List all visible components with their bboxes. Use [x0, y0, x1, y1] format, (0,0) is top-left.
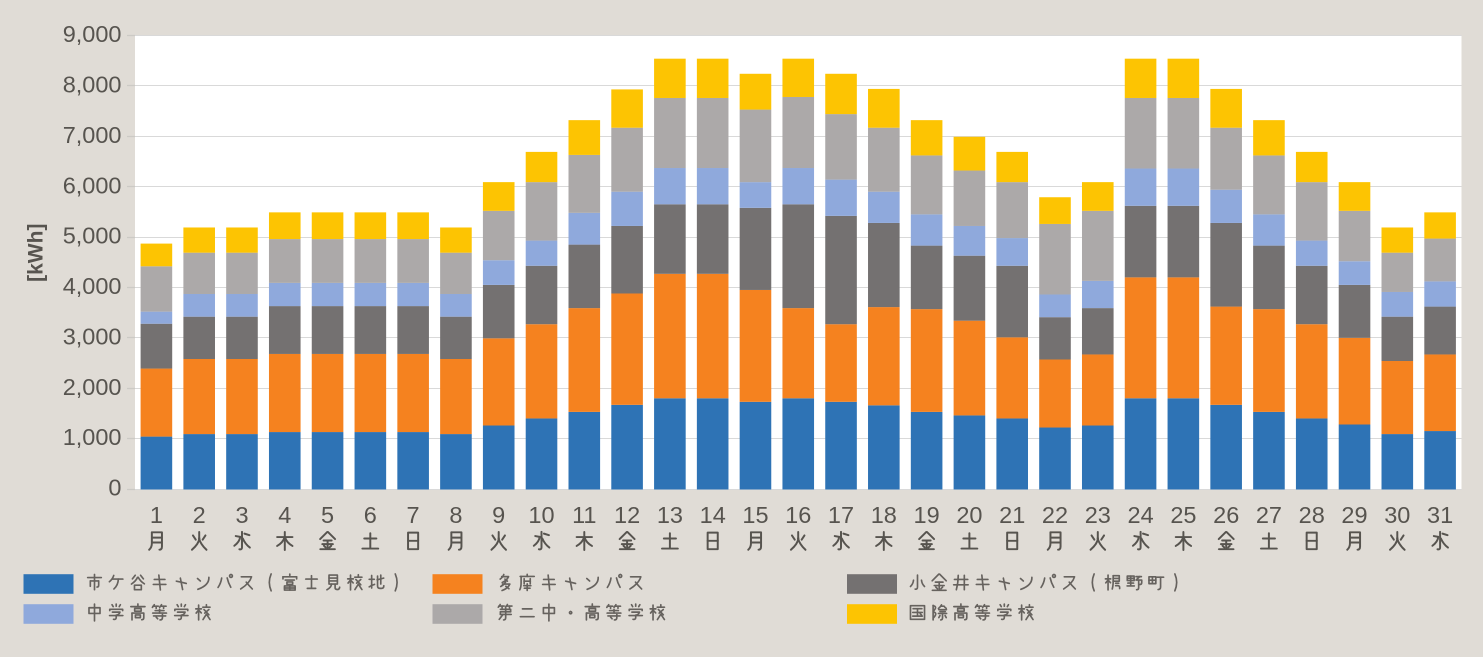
- svg-text:8: 8: [449, 502, 462, 528]
- svg-text:1,000: 1,000: [63, 424, 122, 450]
- svg-text:11: 11: [572, 502, 596, 528]
- svg-text:[kWh]: [kWh]: [25, 224, 48, 282]
- svg-text:31: 31: [1427, 502, 1453, 528]
- svg-text:18: 18: [871, 502, 897, 528]
- svg-text:26: 26: [1213, 502, 1239, 528]
- svg-text:7: 7: [407, 502, 420, 528]
- svg-text:6: 6: [364, 502, 377, 528]
- svg-text:29: 29: [1341, 502, 1367, 528]
- svg-text:19: 19: [914, 502, 940, 528]
- svg-text:4: 4: [278, 502, 291, 528]
- svg-text:24: 24: [1128, 502, 1154, 528]
- svg-text:9,000: 9,000: [63, 21, 122, 47]
- svg-text:14: 14: [700, 502, 726, 528]
- svg-text:30: 30: [1384, 502, 1410, 528]
- svg-text:2,000: 2,000: [63, 374, 122, 400]
- svg-text:3,000: 3,000: [63, 323, 122, 349]
- svg-text:0: 0: [108, 475, 121, 501]
- svg-text:15: 15: [742, 502, 768, 528]
- svg-text:16: 16: [785, 502, 811, 528]
- svg-text:17: 17: [828, 502, 854, 528]
- svg-text:27: 27: [1256, 502, 1282, 528]
- svg-text:8,000: 8,000: [63, 72, 122, 98]
- svg-text:9: 9: [492, 502, 505, 528]
- svg-text:7,000: 7,000: [63, 122, 122, 148]
- svg-text:2: 2: [193, 502, 206, 528]
- svg-text:22: 22: [1042, 502, 1068, 528]
- svg-text:13: 13: [657, 502, 683, 528]
- svg-text:28: 28: [1299, 502, 1325, 528]
- svg-text:4,000: 4,000: [63, 273, 122, 299]
- svg-text:12: 12: [614, 502, 640, 528]
- svg-text:5,000: 5,000: [63, 223, 122, 249]
- svg-text:23: 23: [1085, 502, 1111, 528]
- svg-text:25: 25: [1170, 502, 1196, 528]
- svg-text:20: 20: [956, 502, 982, 528]
- svg-text:5: 5: [321, 502, 334, 528]
- svg-text:3: 3: [235, 502, 248, 528]
- svg-text:21: 21: [999, 502, 1025, 528]
- svg-text:10: 10: [528, 502, 554, 528]
- svg-text:1: 1: [150, 502, 163, 528]
- svg-text:6,000: 6,000: [63, 172, 122, 198]
